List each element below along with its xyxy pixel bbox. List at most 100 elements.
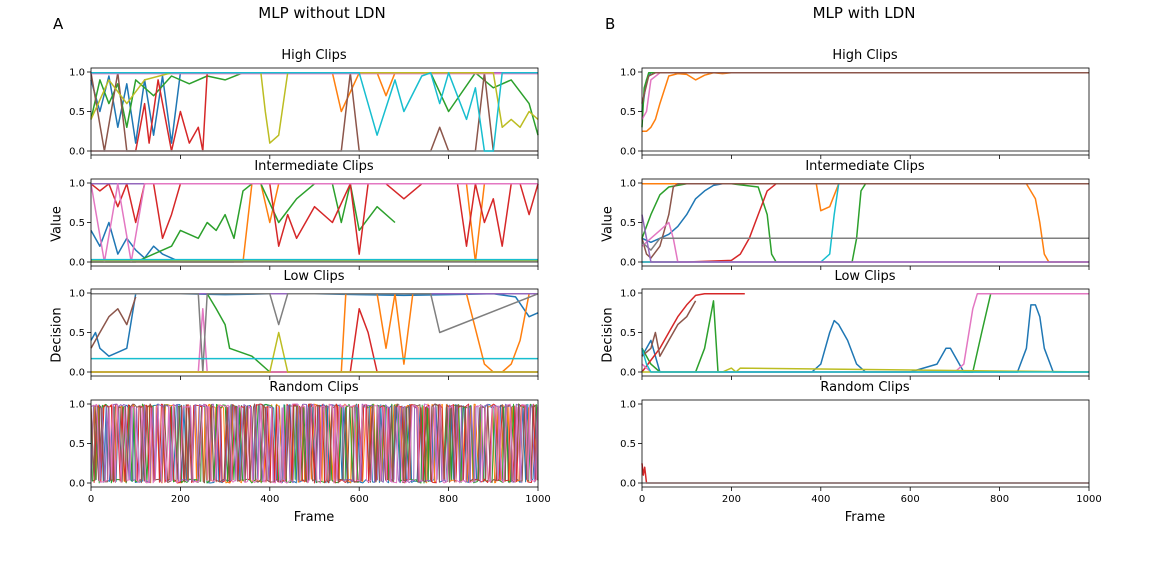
left-high-clips-ytick-label-0: 0.0: [69, 147, 85, 158]
right-intermediate-clips-series-3: [641, 183, 1089, 263]
right-intermediate-clips-series-1: [642, 183, 1089, 263]
right-value-ylabel: Value: [600, 206, 616, 242]
right-high-clips-series-5: [641, 72, 1089, 104]
right-high-title: High Clips: [832, 48, 898, 63]
left-intermediate-clips-axes: 0.0 0.5 1.0: [69, 179, 539, 270]
right-random-clips-ytick-label-0: 0.0: [620, 479, 636, 490]
left-intermediate-clips-series-1: [90, 221, 234, 263]
right-intermediate-clips-series-7: [641, 221, 1089, 263]
right-low-clips-ytick-label-2: 1.0: [620, 289, 636, 300]
right-intermediate-clips-series-group: [641, 183, 1089, 263]
right-low-title: Low Clips: [834, 269, 896, 284]
right-high-clips-axes: 0.0 0.5 1.0: [620, 67, 1090, 159]
right-intermediate-clips-series-6: [641, 183, 1089, 259]
left-random-clips-series-3: [90, 403, 539, 484]
right-random-clips-xtick-label-2: 400: [811, 494, 830, 505]
left-intermediate-clips-series-4: [90, 183, 539, 255]
right-random-clips-frame: [641, 399, 1090, 488]
right-intermediate-clips-axes: 0.0 0.5 1.0: [620, 178, 1090, 270]
left-high-clips-series-4: [91, 72, 538, 152]
left-low-clips-series-6: [90, 296, 137, 349]
left-random-clips-series-6: [90, 403, 538, 484]
left-random-clips-series-4: [90, 403, 539, 484]
left-low-clips-series-8: [91, 293, 539, 373]
right-intermediate-clips-ytick-label-0: 0.0: [620, 258, 636, 269]
left-high-clips-series-group: [90, 72, 539, 152]
right-low-clips-ytick-label-0: 0.0: [620, 368, 636, 379]
left-random-clips-series-5: [90, 403, 539, 484]
left-low-clips-series-2: [91, 293, 538, 373]
left-random-clips-ytick-label-2: 1.0: [69, 400, 85, 411]
left-random-clips-xtick-label-0: 0: [88, 494, 94, 505]
right-high-clips-ytick-label-0: 0.0: [620, 147, 636, 158]
right-random-title: Random Clips: [820, 380, 910, 395]
right-low-clips-series-group: [641, 293, 1090, 373]
right-decision-ylabel: Decision: [600, 307, 616, 363]
right-low-clips-series-3: [641, 293, 745, 373]
left-low-clips-series-3: [91, 293, 538, 373]
left-intermediate-clips-series-7: [90, 183, 538, 263]
right-intermediate-clips-series-9: [641, 214, 1089, 263]
left-value-ylabel: Value: [49, 206, 65, 242]
left-low-clips-series-7: [91, 308, 538, 373]
left-high-clips-series-10: [91, 72, 538, 152]
right-random-clips-xtick-label-4: 800: [990, 494, 1009, 505]
left-random-clips-xtick-label-2: 400: [260, 494, 279, 505]
left-random-title: Random Clips: [269, 380, 359, 395]
right-low-clips-series-1: [641, 304, 1089, 373]
left-random-clips-xtick-label-4: 800: [439, 494, 458, 505]
left-random-clips-xtick-label-1: 200: [171, 494, 190, 505]
left-high-title: High Clips: [281, 48, 347, 63]
left-frame-xlabel: Frame: [293, 510, 335, 525]
right-random-clips-xtick-label-5: 1000: [1076, 494, 1101, 505]
left-low-title: Low Clips: [283, 269, 345, 284]
right-high-clips-series-3: [641, 72, 1089, 128]
right-intermediate-clips-frame: [641, 178, 1090, 267]
left-low-clips-ytick-label-0: 0.0: [69, 368, 85, 379]
left-decision-ylabel: Decision: [49, 307, 65, 363]
right-random-clips-axes: 0.0 0.5 1.0 0 200 400 600 800 1000: [620, 400, 1102, 506]
right-high-clips-series-group: [641, 72, 1089, 152]
left-high-clips-ytick-label-2: 1.0: [69, 68, 85, 79]
left-intermediate-clips-ytick-label-2: 1.0: [69, 179, 85, 190]
right-random-clips-xtick-label-1: 200: [722, 494, 741, 505]
left-intermediate-clips-series-group: [90, 183, 539, 263]
right-high-clips-series-2: [641, 72, 1089, 112]
right-random-clips-ytick-label-2: 1.0: [620, 400, 636, 411]
panel-letter-a: A: [53, 15, 64, 33]
left-low-clips-series-9: [91, 331, 538, 373]
left-column-title: MLP without LDN: [258, 4, 386, 22]
right-intermediate-clips-series-4: [642, 183, 1089, 263]
right-random-clips-series-1: [641, 463, 1089, 484]
right-intermediate-clips-ytick-label-1: 0.5: [620, 218, 636, 229]
left-intermediate-clips-ytick-label-0: 0.0: [69, 258, 85, 269]
right-intermediate-clips-series-5: [642, 183, 1089, 263]
left-low-clips-frame: [90, 288, 539, 377]
left-high-clips-ytick-label-1: 0.5: [69, 107, 85, 118]
right-low-clips-axes: 0.0 0.5 1.0: [620, 289, 1090, 380]
panel-letter-b: B: [605, 15, 616, 33]
left-low-clips-series-group: [90, 293, 539, 373]
right-random-clips-xtick-label-3: 600: [901, 494, 920, 505]
left-random-clips-ytick-label-0: 0.0: [69, 479, 85, 490]
right-high-clips-frame: [641, 67, 1090, 156]
right-high-clips-ytick-label-1: 0.5: [620, 107, 636, 118]
left-random-clips-series-7: [90, 403, 539, 484]
right-high-clips-series-1: [642, 72, 1089, 133]
left-high-clips-axes: 0.0 0.5 1.0: [69, 68, 539, 159]
left-low-clips-series-1: [90, 293, 539, 357]
right-random-clips-series-group: [641, 463, 1089, 484]
left-random-clips-xtick-label-3: 600: [350, 494, 369, 505]
right-column-title: MLP with LDN: [812, 4, 916, 22]
left-random-clips-ytick-label-1: 0.5: [69, 439, 85, 450]
left-intermediate-title: Intermediate Clips: [254, 159, 374, 174]
right-low-clips-ytick-label-1: 0.5: [620, 328, 636, 339]
right-high-clips-ytick-label-2: 1.0: [620, 68, 636, 79]
right-intermediate-title: Intermediate Clips: [805, 159, 925, 174]
right-frame-xlabel: Frame: [844, 510, 886, 525]
right-random-clips-ytick-label-1: 0.5: [620, 439, 636, 450]
left-intermediate-clips-ytick-label-1: 0.5: [69, 218, 85, 229]
right-intermediate-clips-series-2: [641, 183, 1089, 244]
left-random-clips-axes: 0.0 0.5 1.0 0 200 400 600 800 1000: [69, 400, 551, 506]
